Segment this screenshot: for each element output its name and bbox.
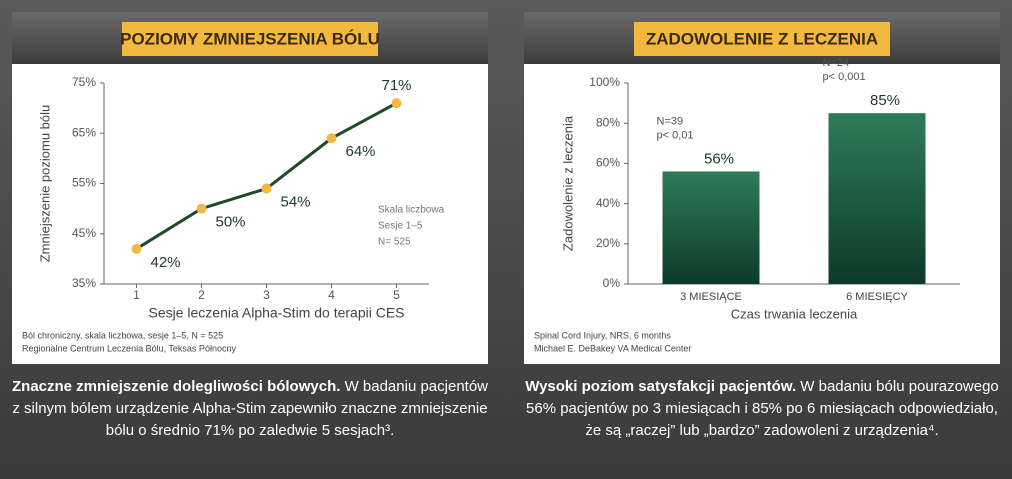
y-tick-label: 100% — [589, 75, 620, 89]
x-tick-label: 5 — [393, 288, 400, 302]
bar-note: N=39 — [657, 115, 684, 127]
x-tick-label: 3 MIESIĄCE — [680, 291, 742, 303]
note: Skala liczbowa — [378, 205, 445, 216]
data-label: 71% — [381, 77, 411, 94]
data-label: 50% — [216, 214, 246, 231]
y-tick-label: 55% — [72, 176, 96, 190]
y-tick-label: 80% — [596, 115, 620, 129]
panel-body — [12, 64, 488, 364]
caption-bold: Wysoki poziom satysfakcji pacjentów. — [525, 378, 797, 395]
y-tick-label: 60% — [596, 156, 620, 170]
x-tick-label: 4 — [328, 288, 335, 302]
data-point — [196, 203, 207, 214]
data-label: 54% — [281, 193, 311, 210]
caption: Wysoki poziom satysfakcji pacjentów. W b… — [524, 376, 1000, 442]
data-label: 56% — [704, 150, 734, 167]
bar-note: N=24 — [823, 57, 850, 69]
x-tick-label: 1 — [133, 288, 140, 302]
chart-title: POZIOMY ZMNIEJSZENIA BÓLU — [120, 29, 380, 48]
data-label: 64% — [346, 143, 376, 160]
y-tick-label: 65% — [72, 125, 96, 139]
x-axis-label: Sesje leczenia Alpha-Stim do terapii CES — [148, 305, 404, 321]
x-axis-label: Czas trwania leczenia — [731, 306, 858, 321]
y-tick-label: 40% — [596, 196, 620, 210]
x-tick-label: 3 — [263, 288, 270, 302]
y-tick-label: 20% — [596, 236, 620, 250]
bar-note: p< 0,01 — [657, 129, 694, 141]
note: N= 525 — [378, 237, 411, 248]
caption: Znaczne zmniejszenie dolegliwości bólowy… — [12, 376, 488, 442]
y-tick-label: 35% — [72, 276, 96, 290]
note: Sesje 1–5 — [378, 221, 423, 232]
caption-bold: Znaczne zmniejszenie dolegliwości bólowy… — [12, 378, 341, 395]
x-tick-label: 6 MIESIĘCY — [846, 291, 908, 303]
bar — [828, 113, 926, 285]
data-point — [326, 133, 337, 144]
source: Ból chroniczny, skala liczbowa, sesje 1–… — [22, 330, 223, 340]
caption-text: W badaniu pacjentów z silnym bólem urząd… — [12, 378, 489, 439]
bar — [662, 171, 760, 284]
y-tick-label: 0% — [603, 276, 621, 290]
bar-note: p< 0,001 — [823, 71, 866, 83]
data-point — [391, 98, 402, 109]
caption-text: W badaniu bólu pourazowego 56% pacjentów… — [526, 378, 999, 439]
y-tick-label: 45% — [72, 226, 96, 240]
y-axis-label: Zmniejszenie poziomu bólu — [37, 105, 52, 263]
source: Regionalne Centrum Leczenia Bólu, Teksas… — [22, 343, 236, 353]
data-point — [261, 183, 272, 194]
x-tick-label: 2 — [198, 288, 205, 302]
data-label: 42% — [151, 254, 181, 271]
source: Michael E. DeBakey VA Medical Center — [534, 343, 691, 353]
source: Spinal Cord Injury, NRS, 6 months — [534, 330, 671, 340]
title-box — [634, 22, 890, 56]
data-point — [131, 243, 142, 254]
chart-title: ZADOWOLENIE Z LECZENIA — [646, 29, 878, 48]
y-axis-label: Zadowolenie z leczenia — [560, 115, 575, 251]
y-tick-label: 75% — [72, 75, 96, 89]
title-box — [122, 22, 378, 56]
data-label: 85% — [870, 92, 900, 109]
